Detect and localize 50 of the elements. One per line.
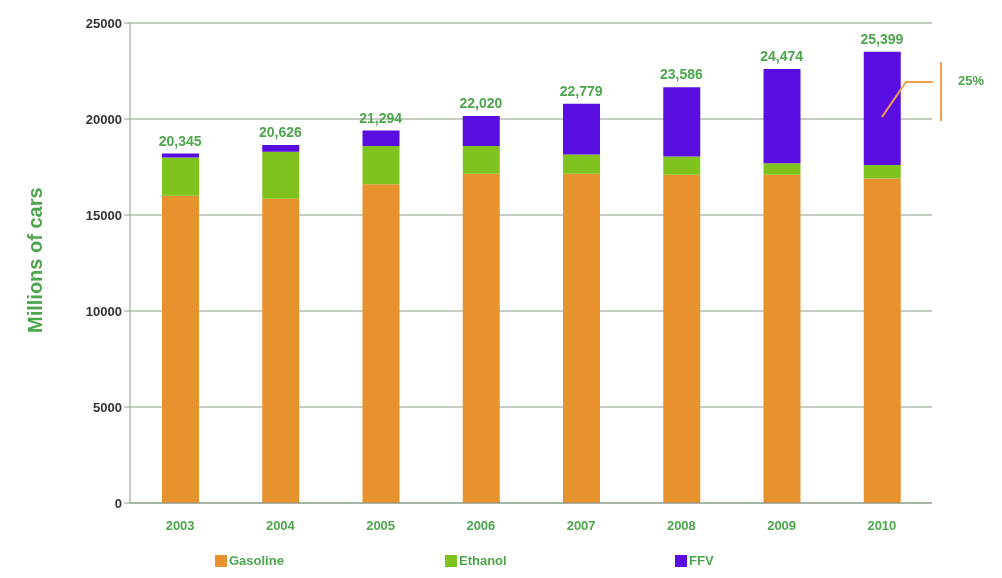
annotation: 23,586 [659, 66, 703, 83]
bar [462, 116, 500, 146]
bar [362, 130, 400, 146]
bar [462, 145, 500, 174]
x-tick-label: 2007 [566, 518, 596, 534]
bar [763, 69, 801, 164]
x-tick-label: 2004 [265, 518, 296, 534]
bar [462, 173, 500, 503]
bar [663, 174, 701, 503]
y-tick-label: 20000 [85, 111, 122, 127]
y-axis-title: Millions of cars [24, 187, 47, 333]
bar [362, 145, 400, 185]
y-tick-label: 0 [114, 495, 122, 511]
bar [262, 144, 300, 152]
bar [362, 184, 400, 503]
bar [262, 151, 300, 199]
bar [262, 198, 300, 503]
y-tick-label: 25000 [85, 15, 122, 31]
annotation: 25,399 [860, 30, 904, 47]
y-tick-label: 15000 [85, 207, 122, 223]
bar [563, 173, 600, 503]
bar [663, 87, 701, 157]
legend-label: Gasoline [228, 553, 285, 568]
bar [663, 156, 701, 175]
legend-label: FFV [688, 553, 715, 568]
x-tick-label: 2010 [867, 518, 897, 534]
annotation: 20,626 [258, 123, 302, 140]
text: 25% [958, 73, 985, 88]
x-tick-label: 2003 [165, 518, 195, 534]
bar [763, 163, 801, 175]
bar [162, 195, 199, 503]
annotation: 22,779 [559, 82, 603, 99]
annotation: 22,020 [459, 95, 503, 112]
bar [863, 178, 901, 503]
bar [863, 165, 901, 179]
x-tick-label: 2009 [767, 518, 797, 534]
x-tick-label: 2005 [366, 518, 396, 534]
bar [162, 157, 199, 196]
annotation: 24,474 [760, 48, 804, 65]
y-tick-label: 5000 [93, 399, 122, 415]
annotation: 21,294 [359, 109, 403, 126]
legend-label: Ethanol [458, 553, 508, 568]
bar [763, 174, 801, 503]
bar [563, 103, 600, 155]
x-tick-label: 2008 [666, 518, 696, 534]
bar [563, 154, 600, 174]
x-tick-label: 2006 [466, 518, 496, 534]
annotation: 20,345 [158, 132, 202, 149]
y-tick-label: 10000 [85, 303, 122, 319]
bar [863, 51, 901, 166]
